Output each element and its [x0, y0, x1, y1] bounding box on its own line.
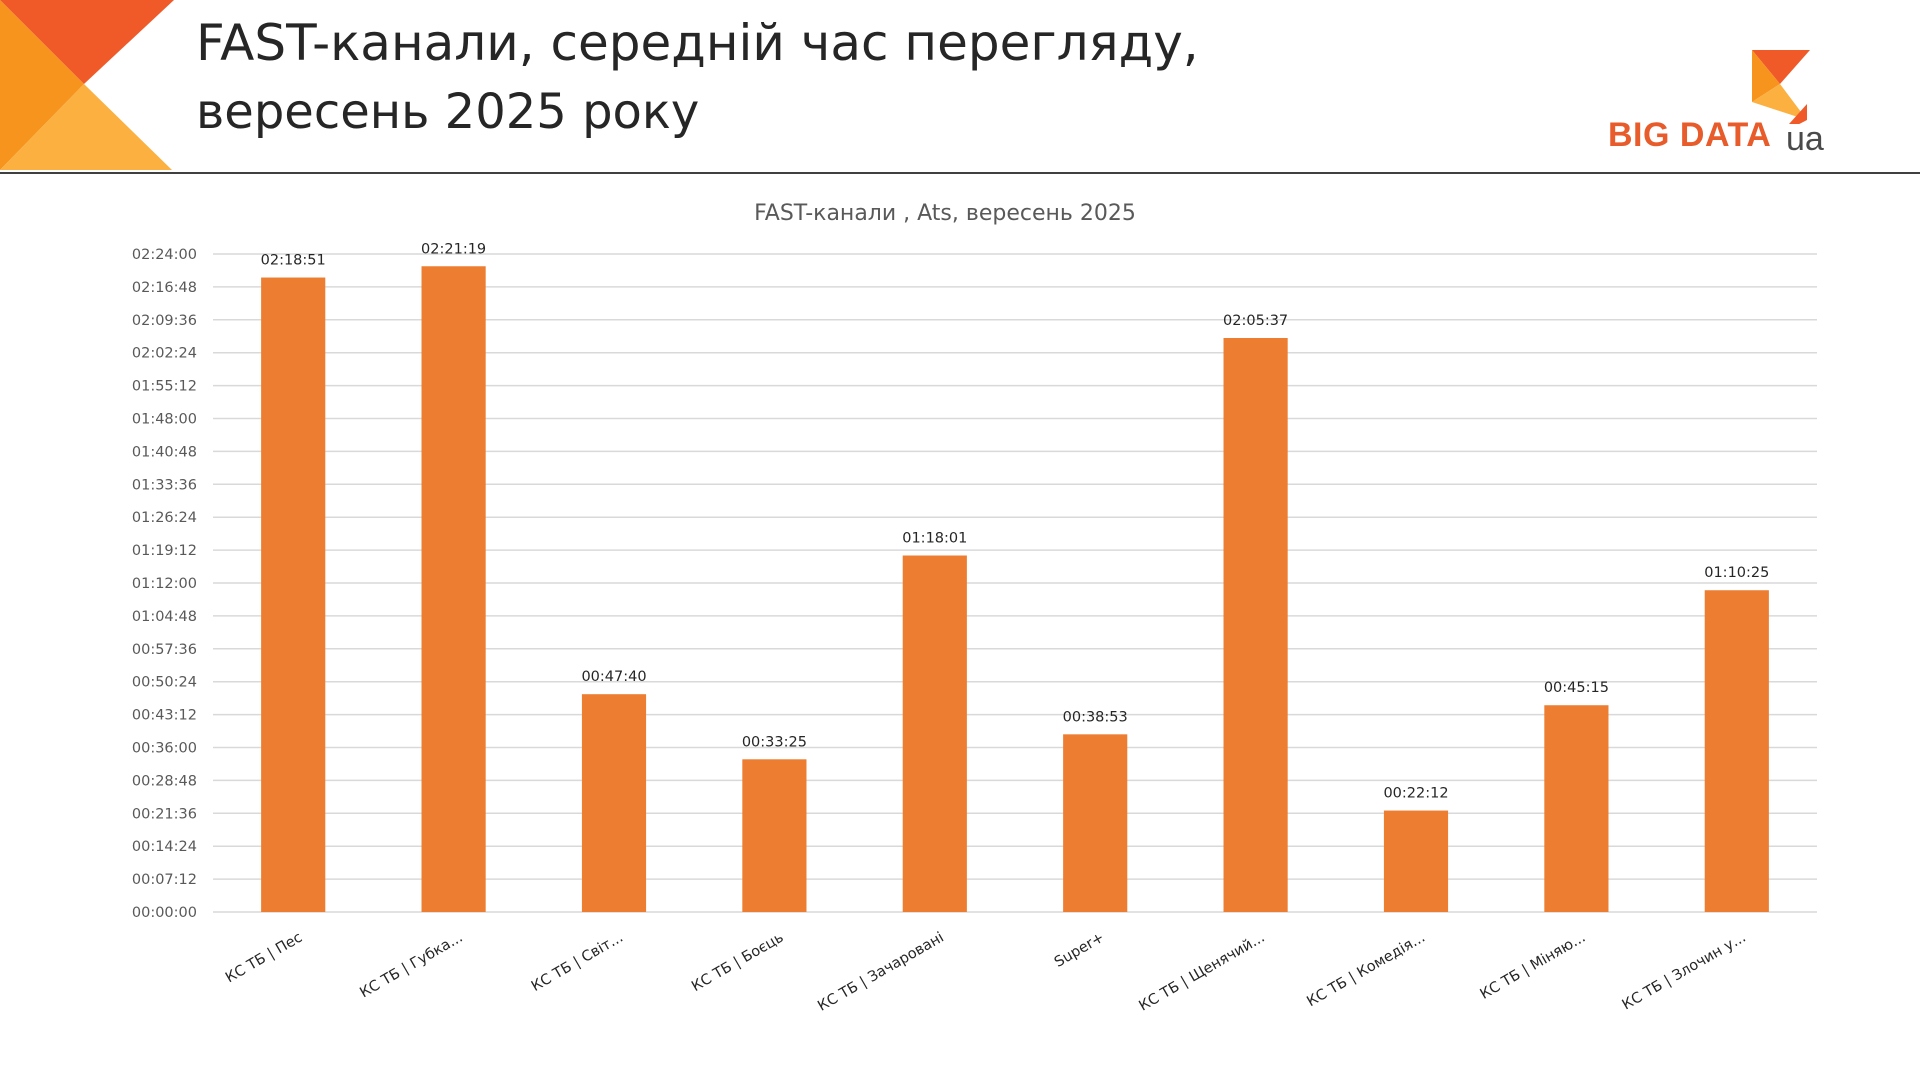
- y-tick-label: 01:40:48: [132, 444, 197, 460]
- logo-mark-icon: [1752, 50, 1810, 124]
- corner-triangle-mid: [0, 0, 84, 170]
- bar: [261, 277, 326, 912]
- x-tick-label: КС ТБ | Світ...: [529, 930, 626, 995]
- x-tick-label: КС ТБ | Боєць: [689, 930, 786, 995]
- corner-triangle-dark: [0, 0, 174, 84]
- bar: [1544, 705, 1609, 912]
- data-label: 00:38:53: [1063, 709, 1128, 725]
- data-label: 02:05:37: [1223, 313, 1288, 329]
- page-title: FAST-канали, середній час перегляду,: [196, 14, 1199, 72]
- y-tick-label: 01:19:12: [132, 543, 197, 559]
- x-tick-label: КС ТБ | Міняю...: [1478, 930, 1589, 1003]
- data-label: 01:10:25: [1704, 565, 1769, 581]
- x-tick-label: Super+: [1052, 930, 1107, 971]
- y-tick-label: 01:48:00: [132, 412, 197, 428]
- data-label: 02:18:51: [261, 253, 326, 269]
- data-label: 01:18:01: [902, 531, 967, 547]
- data-label: 02:21:19: [421, 241, 486, 257]
- logo-text: BIG DATA: [1608, 116, 1772, 154]
- y-tick-label: 00:21:36: [132, 806, 197, 822]
- y-tick-label: 00:28:48: [132, 773, 197, 789]
- bar: [1704, 590, 1769, 912]
- bar: [581, 694, 647, 912]
- bar: [902, 555, 967, 912]
- data-label: 00:33:25: [742, 734, 807, 750]
- logo-suffix: ua: [1786, 120, 1824, 158]
- y-tick-label: 00:14:24: [132, 839, 197, 855]
- y-tick-label: 02:02:24: [132, 346, 197, 362]
- y-tick-label: 02:09:36: [132, 313, 197, 329]
- y-tick-label: 01:55:12: [132, 379, 197, 395]
- chart-title: FAST-канали , Ats, вересень 2025: [754, 201, 1136, 226]
- y-tick-label: 01:04:48: [132, 609, 197, 625]
- y-axis: 00:00:00 00:07:12 00:14:24 00:21:36 00:28:48…: [132, 247, 197, 921]
- data-labels: 02:18:51 02:21:19 00:47:40 00:33:25 01:18:01…: [261, 241, 1770, 801]
- data-label: 00:45:15: [1544, 680, 1609, 696]
- y-tick-label: 01:26:24: [132, 510, 197, 526]
- page-subtitle: вересень 2025 року: [196, 84, 700, 140]
- y-tick-label: 01:12:00: [132, 576, 197, 592]
- y-tick-label: 02:24:00: [132, 247, 197, 263]
- bar: [742, 759, 807, 912]
- x-tick-label: КС ТБ | Губка...: [357, 930, 465, 1002]
- y-tick-label: 00:36:00: [132, 741, 197, 757]
- big-data-logo: BIG DATA ua: [1600, 44, 1830, 164]
- corner-triangle-light: [0, 84, 172, 170]
- x-tick-label: КС ТБ | Пес: [223, 930, 305, 987]
- bar: [1063, 734, 1128, 912]
- x-tick-label: КС ТБ | Щенячий...: [1136, 930, 1267, 1015]
- y-tick-label: 00:07:12: [132, 872, 197, 888]
- data-label: 00:22:12: [1383, 786, 1448, 802]
- bar: [421, 266, 486, 912]
- x-axis: КС ТБ | Пес КС ТБ | Губка... КС ТБ | Світ.…: [223, 930, 1749, 1015]
- bar-chart: FAST-канали , Ats, вересень 2025 00:00:0…: [132, 201, 1817, 1015]
- y-tick-label: 02:16:48: [132, 280, 197, 296]
- x-tick-label: КС ТБ | Зачаровані: [815, 930, 946, 1015]
- corner-decoration: [0, 0, 174, 170]
- data-label: 00:47:40: [581, 669, 646, 685]
- header-divider: [0, 172, 1920, 174]
- x-tick-label: КС ТБ | Комедія...: [1304, 930, 1428, 1011]
- bar: [1223, 338, 1288, 913]
- x-tick-label: КС ТБ | Злочин у...: [1620, 930, 1749, 1014]
- y-tick-label: 00:43:12: [132, 708, 197, 724]
- y-tick-label: 00:50:24: [132, 675, 197, 691]
- y-tick-label: 00:57:36: [132, 642, 197, 658]
- chart-bars: [261, 266, 1769, 913]
- y-tick-label: 00:00:00: [132, 905, 197, 921]
- y-tick-label: 01:33:36: [132, 477, 197, 493]
- bar: [1383, 810, 1449, 912]
